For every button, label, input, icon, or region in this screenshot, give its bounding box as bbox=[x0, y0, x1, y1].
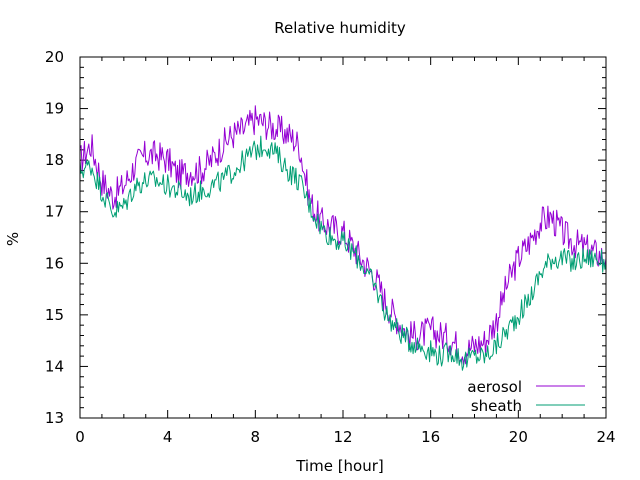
x-tick-label: 16 bbox=[421, 428, 440, 446]
y-tick-label: 13 bbox=[45, 409, 64, 427]
legend: aerosol sheath bbox=[467, 378, 585, 415]
x-tick-label: 20 bbox=[509, 428, 528, 446]
y-axis-label: % bbox=[4, 232, 22, 246]
x-tick-label: 4 bbox=[163, 428, 173, 446]
y-tick-label: 20 bbox=[45, 48, 64, 66]
series-lines bbox=[79, 105, 607, 371]
series-line-aerosol bbox=[79, 105, 607, 365]
y-tick-label: 17 bbox=[45, 203, 64, 221]
chart-title: Relative humidity bbox=[274, 19, 406, 37]
y-tick-label: 19 bbox=[45, 100, 64, 118]
x-tick-label: 24 bbox=[596, 428, 615, 446]
x-tick-label: 12 bbox=[333, 428, 352, 446]
axis-ticks: 0 4 8 12 16 20 24 13 14 15 16 17 18 19 20 bbox=[45, 48, 616, 446]
legend-label-aerosol: aerosol bbox=[467, 378, 522, 396]
y-tick-label: 16 bbox=[45, 254, 64, 272]
y-tick-label: 18 bbox=[45, 151, 64, 169]
x-tick-label: 8 bbox=[251, 428, 261, 446]
x-axis-label: Time [hour] bbox=[295, 457, 384, 475]
y-tick-label: 15 bbox=[45, 306, 64, 324]
series-line-sheath bbox=[79, 135, 607, 371]
x-tick-label: 0 bbox=[75, 428, 85, 446]
y-tick-label: 14 bbox=[45, 357, 64, 375]
plot-area-frame bbox=[79, 56, 607, 419]
legend-label-sheath: sheath bbox=[471, 397, 522, 415]
